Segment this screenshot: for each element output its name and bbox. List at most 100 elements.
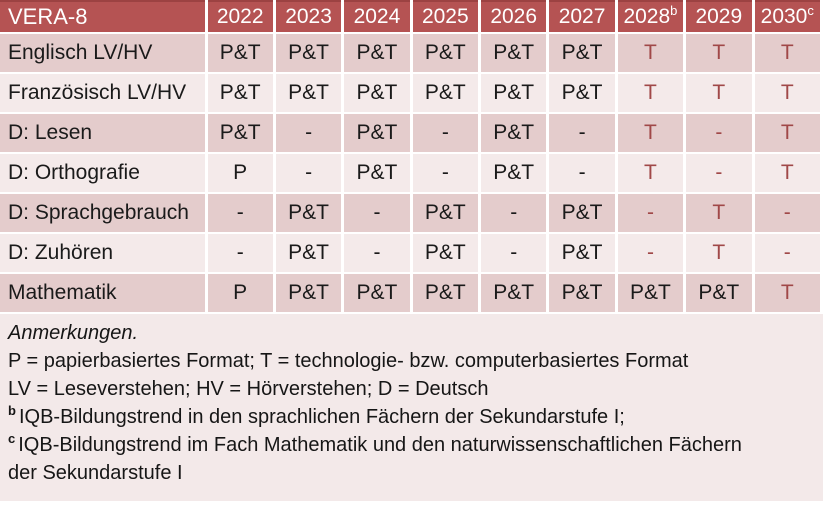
table-cell: P&T <box>274 193 345 234</box>
year-header-2022: 2022 <box>206 0 276 34</box>
notes-block: Anmerkungen. P = papierbasiertes Format;… <box>0 314 823 501</box>
row-label: D: Orthografie <box>0 153 208 194</box>
table-cell: P <box>206 153 276 194</box>
table-cell: P&T <box>206 73 276 114</box>
year-header-2026: 2026 <box>479 0 550 34</box>
table-cell: - <box>547 153 618 194</box>
table-cell: P&T <box>206 113 276 154</box>
table-row-franzoesisch: Französisch LV/HV P&T P&T P&T P&T P&T P&… <box>0 73 823 114</box>
table-cell: P&T <box>411 73 482 114</box>
footnote-c-text: IQB-Bildungstrend im Fach Mathematik und… <box>8 434 742 484</box>
table-cell: P&T <box>342 273 413 314</box>
table-cell: T <box>684 233 755 274</box>
row-label: D: Sprachgebrauch <box>0 193 208 234</box>
table-cell: P&T <box>684 273 755 314</box>
table-cell: P&T <box>547 33 618 74</box>
table-title: VERA-8 <box>0 0 208 34</box>
row-label: D: Zuhören <box>0 233 208 274</box>
year-footnote-mark: c <box>807 3 814 18</box>
table-cell: P&T <box>274 73 345 114</box>
table-cell: - <box>616 233 687 274</box>
table-cell: - <box>684 153 755 194</box>
year-header-2029: 2029 <box>684 0 755 34</box>
table-cell: P&T <box>342 33 413 74</box>
table-cell: - <box>274 113 345 154</box>
table-cell: P&T <box>274 233 345 274</box>
table-cell: P&T <box>411 33 482 74</box>
year-label: 2022 <box>216 5 264 28</box>
table-cell: P&T <box>479 73 550 114</box>
header-row: VERA-8 2022 2023 2024 2025 2026 2027 202… <box>0 0 823 34</box>
table-cell: T <box>753 73 823 114</box>
table-cell: P&T <box>274 33 345 74</box>
table-cell: P&T <box>411 193 482 234</box>
table-cell: P&T <box>479 273 550 314</box>
table-cell: - <box>753 193 823 234</box>
row-label: D: Lesen <box>0 113 208 154</box>
year-label: 2028 <box>623 5 671 28</box>
footnote-c: c IQB-Bildungstrend im Fach Mathematik un… <box>8 431 743 487</box>
table-cell: P&T <box>479 113 550 154</box>
table-cell: P&T <box>342 73 413 114</box>
table-cell: T <box>684 33 755 74</box>
table-cell: T <box>753 153 823 194</box>
year-header-2028: 2028b <box>616 0 687 34</box>
table-cell: T <box>616 113 687 154</box>
row-label: Französisch LV/HV <box>0 73 208 114</box>
table-row-mathematik: Mathematik P P&T P&T P&T P&T P&T P&T P&T… <box>0 273 823 314</box>
year-label: 2023 <box>285 5 332 28</box>
table-cell: - <box>206 233 276 274</box>
table-cell: T <box>616 153 687 194</box>
row-label: Englisch LV/HV <box>0 33 208 74</box>
footnote-b-mark: b <box>8 403 16 419</box>
table-cell: T <box>684 193 755 234</box>
year-footnote-mark: b <box>670 3 678 18</box>
table-cell: T <box>616 33 687 74</box>
table-cell: - <box>342 193 413 234</box>
table-cell: - <box>547 113 618 154</box>
table-cell: - <box>479 193 550 234</box>
year-header-2024: 2024 <box>342 0 413 34</box>
table-cell: P&T <box>616 273 687 314</box>
table-cell: T <box>684 73 755 114</box>
year-header-2030: 2030c <box>753 0 823 34</box>
table-cell: - <box>342 233 413 274</box>
table-cell: T <box>616 73 687 114</box>
table-cell: P&T <box>206 33 276 74</box>
table-row-d-lesen: D: Lesen P&T - P&T - P&T - T - T <box>0 113 823 154</box>
year-header-2025: 2025 <box>411 0 482 34</box>
table-row-d-orthografie: D: Orthografie P - P&T - P&T - T - T <box>0 153 823 194</box>
table-cell: - <box>684 113 755 154</box>
year-header-2027: 2027 <box>547 0 618 34</box>
table-cell: P&T <box>411 233 482 274</box>
table-cell: P&T <box>479 33 550 74</box>
table-cell: P&T <box>342 153 413 194</box>
table-cell: - <box>206 193 276 234</box>
year-label: 2029 <box>695 5 743 28</box>
notes-formats-legend: P = papierbasiertes Format; T = technolo… <box>8 350 689 372</box>
year-label: 2030 <box>760 5 808 28</box>
row-label: Mathematik <box>0 273 208 314</box>
table-cell: - <box>411 153 482 194</box>
footnote-b: b IQB-Bildungstrend in den sprachlichen F… <box>8 403 743 431</box>
table-row-d-zuhoeren: D: Zuhören - P&T - P&T - P&T - T - <box>0 233 823 274</box>
table-cell: T <box>753 273 823 314</box>
table-cell: - <box>479 233 550 274</box>
table-cell: P&T <box>547 73 618 114</box>
table-cell: T <box>753 113 823 154</box>
table-cell: P&T <box>547 193 618 234</box>
table-cell: - <box>411 113 482 154</box>
notes-abbrev-legend: LV = Leseverstehen; HV = Hörverstehen; D… <box>8 378 489 400</box>
table-cell: P&T <box>274 273 345 314</box>
table-row-englisch: Englisch LV/HV P&T P&T P&T P&T P&T P&T T… <box>0 33 823 74</box>
table-cell: P <box>206 273 276 314</box>
table-cell: P&T <box>342 113 413 154</box>
table-cell: T <box>753 33 823 74</box>
year-label: 2027 <box>558 5 606 28</box>
table-cell: P&T <box>547 273 618 314</box>
table-cell: P&T <box>479 153 550 194</box>
year-label: 2026 <box>490 5 538 28</box>
table-cell: - <box>753 233 823 274</box>
table-cell: P&T <box>547 233 618 274</box>
